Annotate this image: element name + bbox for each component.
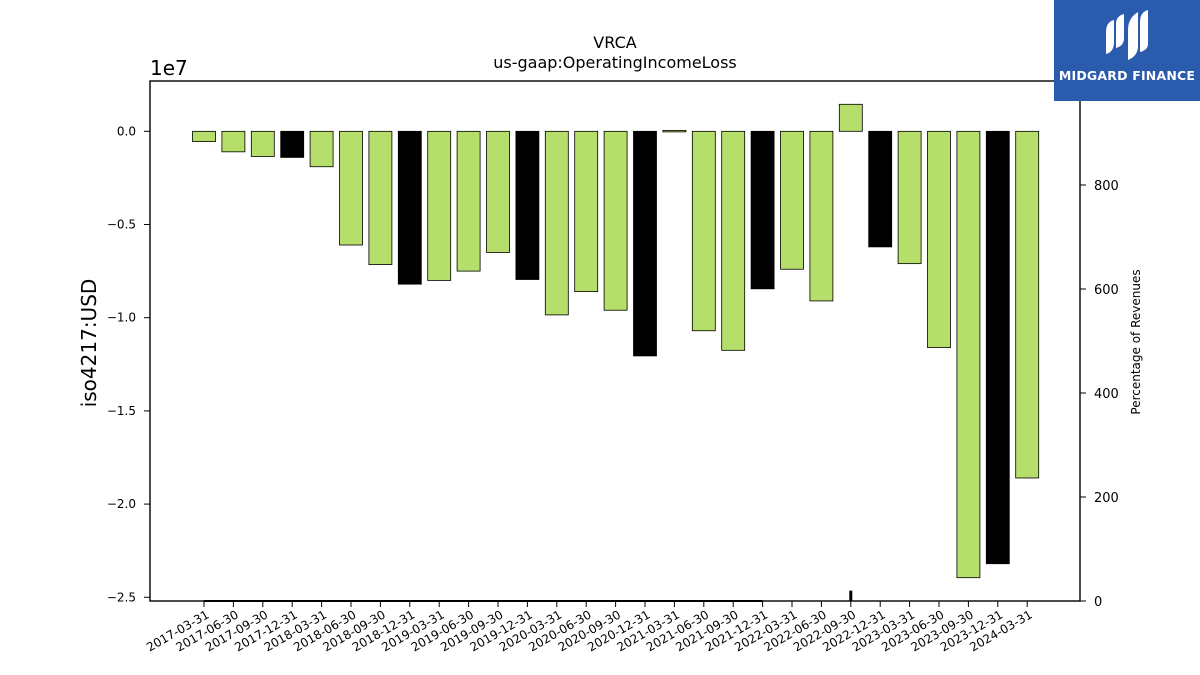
y2-axis-label: Percentage of Revenues: [1129, 269, 1143, 414]
chart-subtitle: us-gaap:OperatingIncomeLoss: [493, 53, 737, 72]
bar-2018-12-31: [397, 130, 422, 285]
bar-2020-06-30: [574, 130, 599, 293]
x-axis-ticks: 2017-03-312017-06-302017-09-302017-12-31…: [144, 601, 1035, 654]
plot-frame: [149, 80, 1081, 602]
bar-2017-12-31: [280, 130, 305, 158]
bar-2021-09-30: [721, 130, 746, 351]
bar-2018-09-30: [368, 130, 393, 265]
y-tick-label: 0.0: [117, 124, 136, 138]
percentage-series: [204, 590, 853, 602]
bar-2020-09-30: [603, 130, 628, 311]
bar-2022-12-31: [868, 130, 893, 248]
bar-2019-03-31: [427, 130, 452, 281]
y-tick-label: −2.5: [107, 590, 136, 604]
bar-2020-12-31: [633, 130, 657, 357]
y2-tick-label: 400: [1094, 387, 1119, 402]
bar-2023-09-30: [956, 130, 981, 579]
bar-series: [192, 103, 1040, 579]
y-axis-ticks: 0.0 −0.5 −1.0 −1.5 −2.0 −2.5: [107, 124, 150, 604]
y2-axis-ticks: 0 200 400 600 800: [1080, 179, 1119, 610]
midgard-logo-icon: [1106, 10, 1148, 60]
bar-2022-09-30: [838, 103, 863, 132]
y-tick-label: −1.0: [107, 311, 136, 325]
bar-2017-03-31: [192, 130, 216, 142]
bar-2017-09-30: [250, 130, 275, 157]
chart-title: VRCA: [593, 33, 636, 52]
brand-logo: MIDGARD FINANCE: [1054, 0, 1200, 101]
y2-tick-label: 200: [1094, 491, 1119, 506]
bar-2020-03-31: [544, 130, 569, 316]
y2-tick-label: 600: [1094, 283, 1119, 298]
bar-2023-06-30: [927, 130, 951, 348]
y-scale-label: 1e7: [150, 56, 188, 80]
bar-2022-06-30: [809, 130, 834, 302]
bar-2021-12-31: [750, 130, 775, 290]
bar-2023-12-31: [985, 130, 1010, 565]
bar-2018-03-31: [309, 130, 334, 168]
y-tick-label: −1.5: [107, 404, 136, 418]
bar-2021-06-30: [691, 130, 716, 332]
bar-2018-06-30: [339, 130, 363, 246]
bar-2019-09-30: [486, 130, 510, 253]
y2-tick-label: 800: [1094, 179, 1119, 194]
bar-2019-12-31: [515, 130, 540, 280]
bar-2024-03-31: [1015, 130, 1040, 479]
y-tick-label: −2.0: [107, 497, 136, 511]
bar-2023-03-31: [897, 130, 922, 265]
bar-2022-03-31: [780, 130, 804, 270]
y2-tick-label: 0: [1094, 595, 1102, 610]
bar-2017-06-30: [221, 130, 246, 153]
brand-name: MIDGARD FINANCE: [1058, 68, 1196, 83]
y-axis-label: iso4217:USD: [77, 279, 101, 408]
bar-2019-06-30: [456, 130, 481, 272]
bar-2021-03-31: [662, 129, 687, 133]
y-tick-label: −0.5: [107, 218, 136, 232]
